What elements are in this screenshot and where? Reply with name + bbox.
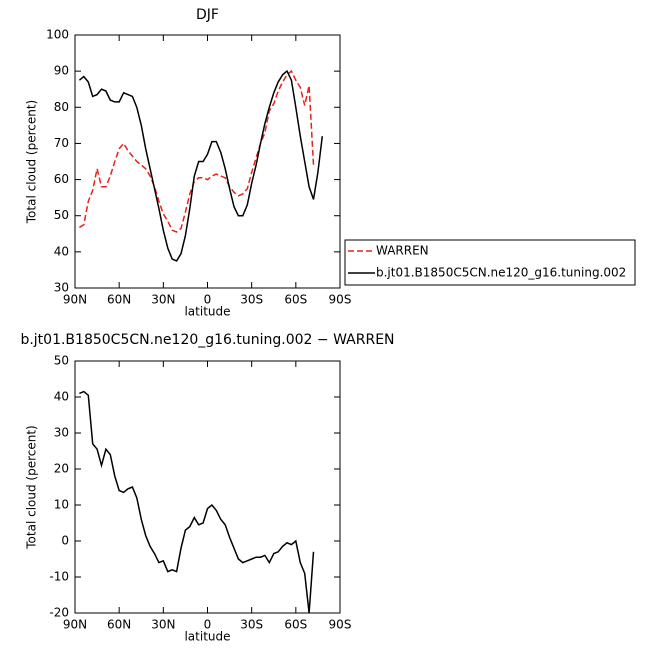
data-line: [79, 390, 315, 614]
legend-label: b.jt01.B1850C5CN.ne120_g16.tuning.002: [376, 266, 626, 280]
x-tick-label: 90N: [63, 618, 87, 632]
x-tick-label: 0: [204, 293, 212, 307]
x-tick-label: 90N: [63, 293, 87, 307]
y-tick-label: 90: [54, 64, 69, 78]
y-tick-label: 100: [46, 28, 69, 42]
y-tick-label: 40: [54, 244, 69, 258]
y-tick-label: 30: [54, 281, 69, 295]
legend-label: WARREN: [376, 244, 429, 258]
x-tick-label: 60N: [107, 618, 131, 632]
y-tick-label: 70: [54, 136, 69, 150]
chart-title: DJF: [196, 7, 219, 23]
x-tick-label: 30S: [240, 293, 263, 307]
x-tick-label: 90S: [329, 293, 352, 307]
y-tick-label: 60: [54, 172, 69, 186]
x-tick-label: 60N: [107, 293, 131, 307]
y-axis-label: Total cloud (percent): [25, 425, 39, 549]
x-tick-label: 90S: [329, 618, 352, 632]
x-axis-label: latitude: [184, 305, 230, 319]
y-tick-label: 10: [54, 498, 69, 512]
x-tick-label: 60S: [284, 618, 307, 632]
y-tick-label: 0: [61, 534, 69, 548]
y-tick-label: 40: [54, 390, 69, 404]
y-tick-label: 50: [54, 208, 69, 222]
y-tick-label: -10: [49, 570, 69, 584]
data-line: [79, 69, 315, 233]
y-tick-label: 80: [54, 100, 69, 114]
x-tick-label: 30N: [151, 293, 175, 307]
chart-title: b.jt01.B1850C5CN.ne120_g16.tuning.002 − …: [20, 332, 394, 348]
y-tick-label: -20: [49, 606, 69, 620]
plot-frame: [74, 360, 341, 614]
x-tick-label: 30S: [240, 618, 263, 632]
x-tick-label: 0: [204, 618, 212, 632]
legend-box: [344, 239, 636, 286]
y-tick-label: 20: [54, 462, 69, 476]
x-tick-label: 30N: [151, 618, 175, 632]
y-tick-label: 50: [54, 354, 69, 368]
y-axis-label: Total cloud (percent): [25, 100, 39, 224]
x-tick-label: 60S: [284, 293, 307, 307]
y-tick-label: 30: [54, 426, 69, 440]
data-line: [78, 69, 324, 262]
x-axis-label: latitude: [184, 630, 230, 644]
